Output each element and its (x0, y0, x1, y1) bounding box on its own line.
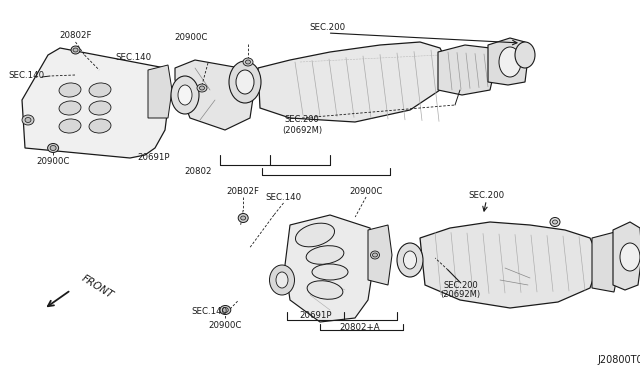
Ellipse shape (372, 253, 378, 257)
Ellipse shape (403, 251, 417, 269)
Ellipse shape (307, 281, 343, 299)
Ellipse shape (243, 58, 253, 66)
Polygon shape (613, 222, 640, 290)
Ellipse shape (59, 83, 81, 97)
Ellipse shape (89, 119, 111, 133)
Polygon shape (285, 215, 375, 322)
Polygon shape (368, 225, 392, 285)
Text: SEC.200: SEC.200 (468, 190, 504, 199)
Ellipse shape (89, 83, 111, 97)
Text: J20800T0: J20800T0 (597, 355, 640, 365)
Ellipse shape (73, 48, 78, 52)
Ellipse shape (552, 220, 557, 224)
Ellipse shape (171, 76, 199, 114)
Ellipse shape (25, 118, 31, 122)
Polygon shape (592, 232, 620, 292)
Polygon shape (420, 222, 600, 308)
Ellipse shape (222, 308, 228, 312)
Ellipse shape (620, 243, 640, 271)
Text: SEC.140: SEC.140 (115, 54, 151, 62)
Text: SEC.140: SEC.140 (266, 193, 301, 202)
Ellipse shape (22, 115, 34, 125)
Ellipse shape (241, 216, 246, 220)
Polygon shape (148, 65, 172, 118)
Ellipse shape (229, 61, 261, 103)
Polygon shape (175, 60, 255, 130)
Text: FRONT: FRONT (80, 273, 115, 301)
Ellipse shape (306, 246, 344, 264)
Ellipse shape (397, 243, 423, 277)
Ellipse shape (178, 85, 192, 105)
Polygon shape (22, 48, 170, 158)
Ellipse shape (220, 305, 231, 314)
Polygon shape (488, 38, 528, 85)
Ellipse shape (59, 101, 81, 115)
Ellipse shape (269, 265, 294, 295)
Ellipse shape (371, 251, 380, 259)
Text: 20900C: 20900C (36, 157, 70, 167)
Text: 20691P: 20691P (300, 311, 332, 320)
Ellipse shape (200, 86, 205, 90)
Polygon shape (258, 42, 450, 122)
Text: 20802F: 20802F (60, 32, 92, 41)
Text: 20900C: 20900C (174, 33, 207, 42)
Text: 20900C: 20900C (209, 321, 242, 330)
Polygon shape (438, 45, 495, 95)
Ellipse shape (550, 218, 560, 227)
Text: (20692M): (20692M) (282, 125, 322, 135)
Ellipse shape (197, 84, 207, 92)
Ellipse shape (246, 60, 250, 64)
Ellipse shape (238, 214, 248, 222)
Ellipse shape (312, 264, 348, 280)
Ellipse shape (499, 47, 521, 77)
Text: (20692M): (20692M) (441, 291, 481, 299)
Ellipse shape (276, 272, 288, 288)
Text: 20802+A: 20802+A (339, 324, 380, 333)
Ellipse shape (515, 42, 535, 68)
Text: SEC.200: SEC.200 (310, 23, 346, 32)
Text: SEC.140: SEC.140 (192, 308, 228, 317)
Text: SEC.200: SEC.200 (444, 280, 478, 289)
Text: 20B02F: 20B02F (227, 187, 260, 196)
Text: 20900C: 20900C (349, 187, 383, 196)
Text: SEC.140: SEC.140 (9, 71, 45, 80)
Text: SEC.200: SEC.200 (285, 115, 319, 125)
Text: 20691P: 20691P (138, 154, 170, 163)
Ellipse shape (296, 223, 335, 247)
Ellipse shape (47, 144, 59, 153)
Ellipse shape (236, 70, 254, 94)
Ellipse shape (50, 145, 56, 151)
Text: 20802: 20802 (185, 167, 212, 176)
Ellipse shape (71, 46, 80, 54)
Ellipse shape (59, 119, 81, 133)
Ellipse shape (89, 101, 111, 115)
